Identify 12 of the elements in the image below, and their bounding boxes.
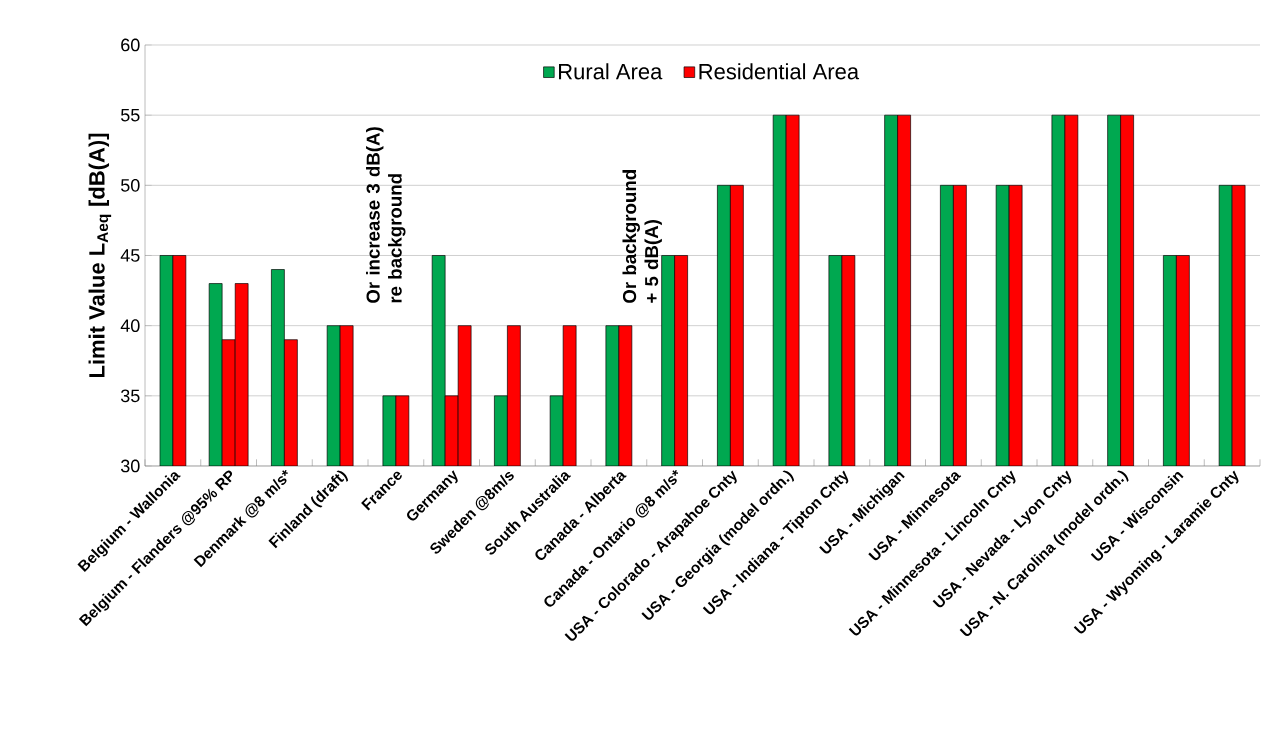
y-tick-label: 30 (120, 459, 140, 473)
legend-label: Rural Area (559, 63, 663, 80)
y-tick-label: 55 (120, 108, 140, 122)
annotation: Or increase 3 dB(A) re background (366, 127, 406, 303)
y-tick-label: 45 (120, 249, 140, 262)
y-tick-label: 35 (120, 389, 140, 403)
legend-label: Residential Area (699, 63, 860, 80)
y-tick-label: 50 (120, 178, 140, 192)
y-tick-label: 60 (121, 38, 140, 52)
y-axis-title: Limit Value L$_{Aeq}$ [dB(A)] (88, 133, 112, 378)
annotation: Or background + 5 dB(A) (622, 170, 662, 303)
y-tick-label: 40 (120, 319, 140, 333)
